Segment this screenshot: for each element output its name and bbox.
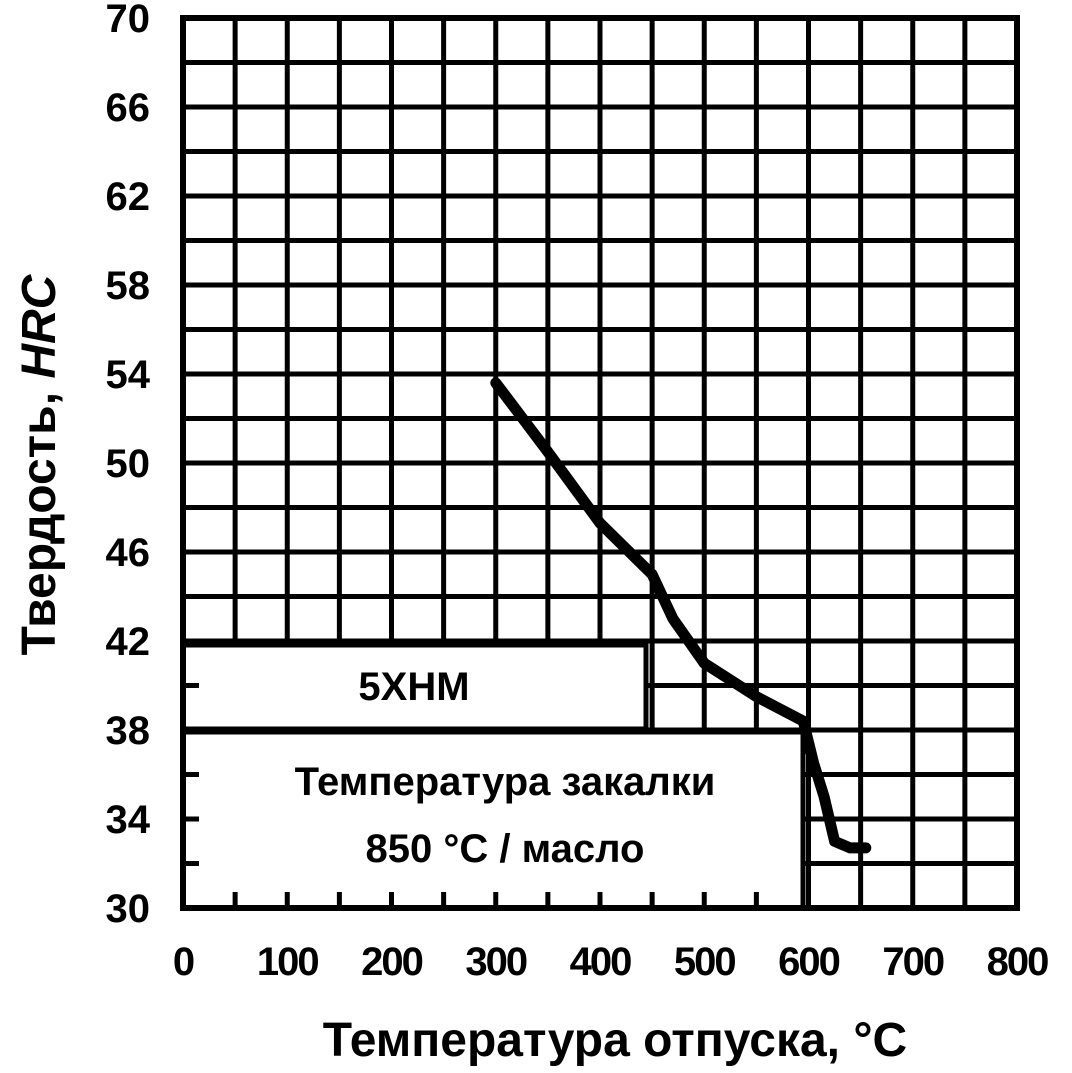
y-tick-label: 38 xyxy=(106,709,151,753)
tick-labels: 0 100 200 300 400 500 600 700 800 30 34 38 42 46 50 54 5… xyxy=(106,0,1051,984)
plot-frame xyxy=(180,15,1020,911)
annotation-boxes: 5ХНМ Температура закалки 850 °С / масло xyxy=(180,642,806,911)
y-tick-label: 30 xyxy=(106,887,151,931)
y-tick-label: 34 xyxy=(106,798,151,842)
y-tick-label: 58 xyxy=(106,264,151,308)
quench-label-line2: 850 °С / масло xyxy=(366,827,645,871)
x-tick-label: 300 xyxy=(465,940,526,984)
plot-curve-layer xyxy=(490,377,872,854)
grade-box xyxy=(180,642,649,732)
steel-grade-label: 5ХНМ xyxy=(358,665,469,709)
x-axis-label: Температура отпуска, °С xyxy=(323,1014,907,1067)
quench-label-line1: Температура закалки xyxy=(295,760,716,804)
x-tick-label: 600 xyxy=(778,940,839,984)
x-tick-label: 400 xyxy=(570,940,631,984)
x-tick-label: 200 xyxy=(361,940,422,984)
y-tick-label: 54 xyxy=(106,353,151,397)
hardness-curve xyxy=(490,377,872,854)
x-tick-label: 500 xyxy=(674,940,735,984)
y-tick-label: 62 xyxy=(106,175,151,219)
x-tick-label: 100 xyxy=(257,940,318,984)
y-axis-label: Твердость, HRC xyxy=(13,273,66,655)
y-axis-label-unit: HRC xyxy=(13,273,66,378)
y-axis-label-prefix: Твердость, xyxy=(13,379,66,656)
x-tick-label: 700 xyxy=(882,940,943,984)
quench-box xyxy=(180,729,806,911)
x-tick-label: 0 xyxy=(173,940,194,984)
y-tick-label: 46 xyxy=(106,531,151,575)
y-tick-label: 66 xyxy=(106,86,151,130)
y-tick-label: 70 xyxy=(106,0,151,41)
y-tick-label: 50 xyxy=(106,442,151,486)
x-tick-label: 800 xyxy=(987,940,1048,984)
y-tick-label: 42 xyxy=(106,620,151,664)
